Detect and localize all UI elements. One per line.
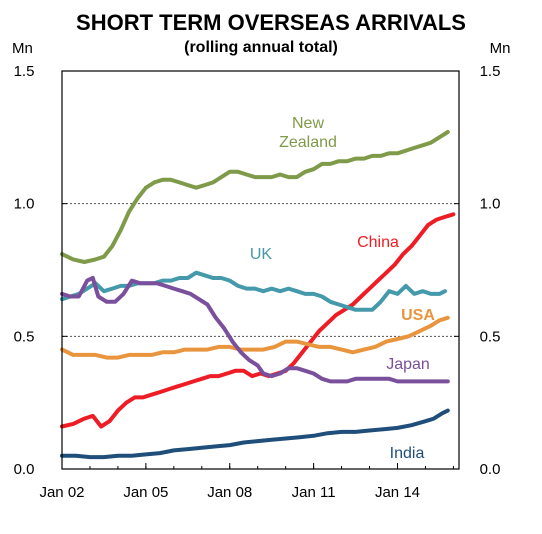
y-tick-label-left: 0.5: [14, 328, 35, 345]
y-tick-label-right: 1.5: [480, 63, 501, 80]
series-label-uk: UK: [250, 246, 273, 263]
series-label-usa: USA: [401, 307, 435, 324]
series-line-new-zealand: [60, 130, 450, 264]
y-tick-label-right: 0.0: [480, 461, 501, 478]
series-label-new-zealand: Zealand: [279, 134, 337, 151]
series-label-new-zealand: New: [292, 115, 324, 132]
series-line-china: [60, 212, 456, 429]
x-axis-ticks: Jan 02 Jan 05 Jan 08 Jan 11 Jan 14: [39, 463, 454, 501]
y-tick-label-right: 1.0: [480, 196, 501, 213]
series-line-india: [60, 408, 450, 460]
series-label-india: India: [390, 445, 425, 462]
x-tick-label: Jan 11: [292, 484, 336, 501]
plot-frame: [61, 70, 460, 470]
series-label-china: China: [357, 234, 399, 251]
chart-subtitle: (rolling annual total): [184, 39, 338, 56]
left-unit-label: Mn: [12, 40, 33, 57]
series-line-uk: [60, 270, 447, 312]
y-tick-label-left: 0.0: [14, 461, 35, 478]
x-tick-label: Jan 02: [39, 484, 84, 501]
y-tick-label-right: 0.5: [480, 328, 501, 345]
chart-title: SHORT TERM OVERSEAS ARRIVALS: [76, 10, 466, 35]
y-axis-ticks: 0.0 0.0 0.5 0.5 1.0 1.0 1.5 1.5: [14, 63, 501, 478]
right-unit-label: Mn: [490, 40, 511, 57]
series-label-japan: Japan: [386, 356, 430, 373]
y-tick-label-left: 1.0: [14, 196, 35, 213]
series-labels: New Zealand China UK USA Japan India: [250, 115, 435, 462]
series-lines: [60, 130, 456, 460]
x-tick-label: Jan 14: [375, 484, 420, 501]
x-tick-label: Jan 05: [123, 484, 168, 501]
series-line-usa: [60, 315, 450, 360]
series-line-japan: [60, 276, 450, 384]
y-tick-label-left: 1.5: [14, 63, 35, 80]
x-tick-label: Jan 08: [207, 484, 252, 501]
